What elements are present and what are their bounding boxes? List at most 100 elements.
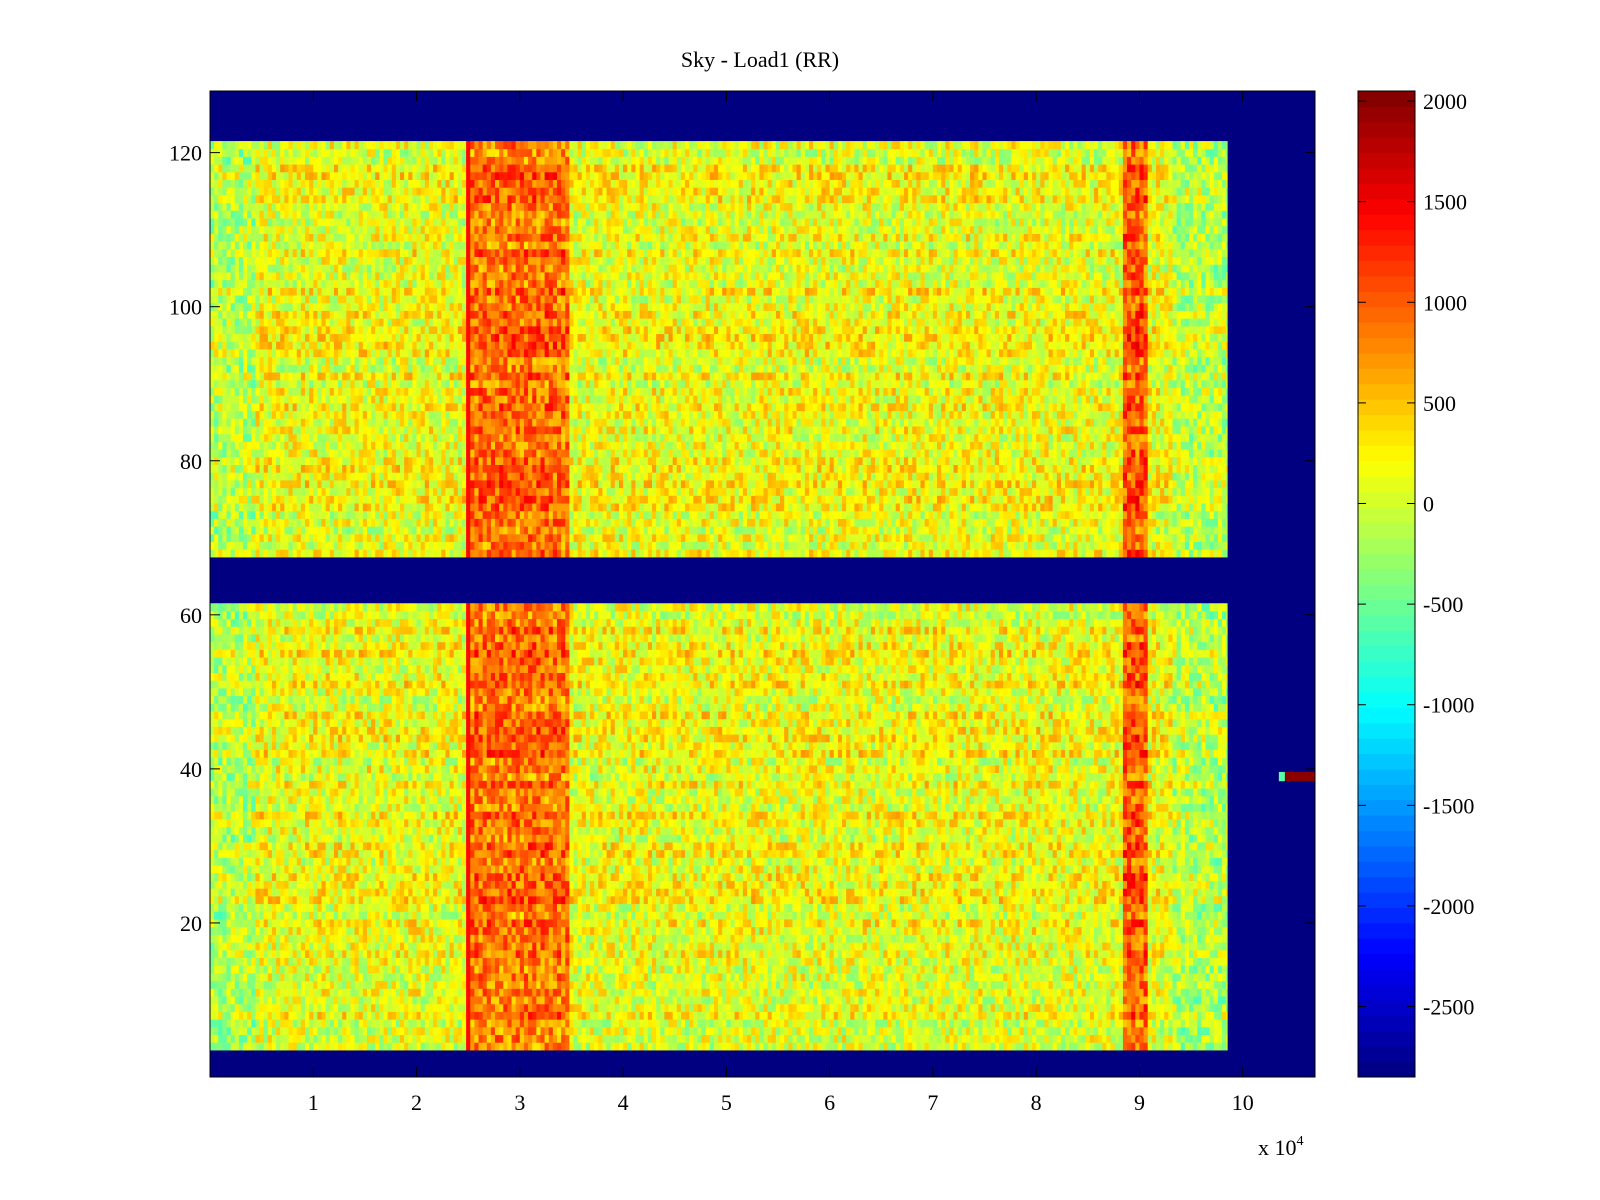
- heatmap-cell: [333, 441, 339, 450]
- heatmap-cell: [218, 487, 223, 496]
- heatmap-cell: [846, 433, 851, 442]
- heatmap-cell: [994, 510, 1000, 519]
- heatmap-cell: [395, 410, 401, 419]
- heatmap-cell: [937, 510, 942, 519]
- heatmap-cell: [1209, 402, 1215, 412]
- heatmap-cell: [329, 503, 335, 512]
- heatmap-cell: [1151, 510, 1157, 519]
- heatmap-cell: [1197, 472, 1202, 481]
- heatmap-cell: [321, 456, 327, 465]
- heatmap-cell: [1143, 402, 1149, 412]
- heatmap-cell: [1213, 464, 1219, 473]
- heatmap-cell: [1003, 426, 1008, 435]
- heatmap-cell: [854, 518, 859, 527]
- heatmap-cell: [763, 495, 769, 504]
- heatmap-cell: [313, 464, 318, 473]
- heatmap-cell: [961, 472, 967, 481]
- heatmap-cell: [730, 480, 736, 489]
- heatmap-cell: [437, 495, 442, 504]
- heatmap-cell: [1032, 495, 1037, 504]
- heatmap-cell: [1077, 526, 1083, 535]
- heatmap-cell: [672, 449, 678, 458]
- heatmap-cell: [1027, 456, 1033, 465]
- heatmap-cell: [1180, 418, 1186, 427]
- heatmap-cell: [288, 418, 294, 427]
- heatmap-cell: [1060, 426, 1066, 435]
- heatmap-cell: [808, 487, 814, 496]
- heatmap-cell: [998, 510, 1004, 519]
- heatmap-cell: [693, 402, 698, 412]
- heatmap-cell: [866, 472, 872, 481]
- heatmap-cell: [775, 472, 781, 481]
- heatmap-cell: [862, 441, 868, 450]
- heatmap-cell: [569, 433, 574, 442]
- heatmap-cell: [358, 410, 364, 419]
- heatmap-cell: [1222, 472, 1227, 481]
- heatmap-cell: [416, 441, 422, 450]
- heatmap-cell: [346, 449, 351, 458]
- heatmap-cell: [825, 518, 831, 527]
- heatmap-cell: [970, 410, 975, 419]
- heatmap-cell: [573, 510, 579, 519]
- heatmap-cell: [416, 480, 422, 489]
- heatmap-cell: [862, 549, 868, 558]
- heatmap-cell: [461, 549, 467, 558]
- heatmap-cell: [366, 503, 372, 512]
- heatmap-cell: [751, 426, 756, 435]
- heatmap-cell: [445, 518, 450, 527]
- heatmap-cell: [243, 410, 248, 419]
- heatmap-cell: [763, 487, 769, 496]
- heatmap-cell: [523, 487, 529, 496]
- heatmap-cell: [755, 410, 760, 419]
- heatmap-cell: [366, 480, 372, 489]
- heatmap-cell: [1184, 456, 1190, 465]
- heatmap-cell: [238, 541, 244, 550]
- heatmap-cell: [697, 503, 702, 512]
- heatmap-cell: [585, 533, 591, 543]
- heatmap-cell: [866, 464, 872, 473]
- heatmap-cell: [230, 441, 236, 450]
- heatmap-cell: [424, 533, 430, 543]
- heatmap-cell: [391, 418, 397, 427]
- heatmap-cell: [1201, 526, 1206, 535]
- heatmap-cell: [577, 418, 583, 427]
- heatmap-cell: [536, 503, 541, 512]
- heatmap-cell: [1222, 541, 1227, 550]
- heatmap-cell: [210, 395, 215, 404]
- heatmap-cell: [668, 402, 674, 412]
- heatmap-cell: [986, 480, 992, 489]
- heatmap-cell: [259, 480, 265, 489]
- heatmap-cell: [362, 441, 368, 450]
- heatmap-cell: [1036, 526, 1041, 535]
- heatmap-cell: [329, 480, 335, 489]
- heatmap-cell: [387, 541, 393, 550]
- heatmap-cell: [656, 410, 661, 419]
- heatmap-cell: [581, 456, 587, 465]
- heatmap-cell: [230, 426, 236, 435]
- heatmap-cell: [986, 533, 992, 543]
- heatmap-cell: [577, 410, 583, 419]
- heatmap-cell: [544, 549, 550, 558]
- heatmap-cell: [495, 441, 500, 450]
- heatmap-cell: [247, 456, 252, 465]
- heatmap-cell: [470, 541, 475, 550]
- heatmap-cell: [854, 410, 859, 419]
- heatmap-cell: [924, 487, 930, 496]
- heatmap-cell: [1226, 418, 1228, 427]
- heatmap-cell: [362, 456, 368, 465]
- heatmap-cell: [908, 464, 913, 473]
- heatmap-cell: [544, 418, 550, 427]
- heatmap-cell: [672, 533, 678, 543]
- heatmap-cell: [660, 549, 665, 558]
- heatmap-cell: [846, 526, 851, 535]
- heatmap-cell: [366, 418, 372, 427]
- heatmap-cell: [548, 518, 554, 527]
- heatmap-cell: [416, 549, 422, 558]
- heatmap-cell: [1189, 433, 1194, 442]
- heatmap-cell: [1184, 503, 1190, 512]
- heatmap-cell: [532, 533, 537, 543]
- heatmap-cell: [961, 495, 967, 504]
- heatmap-cell: [338, 441, 343, 450]
- heatmap-cell: [466, 480, 471, 489]
